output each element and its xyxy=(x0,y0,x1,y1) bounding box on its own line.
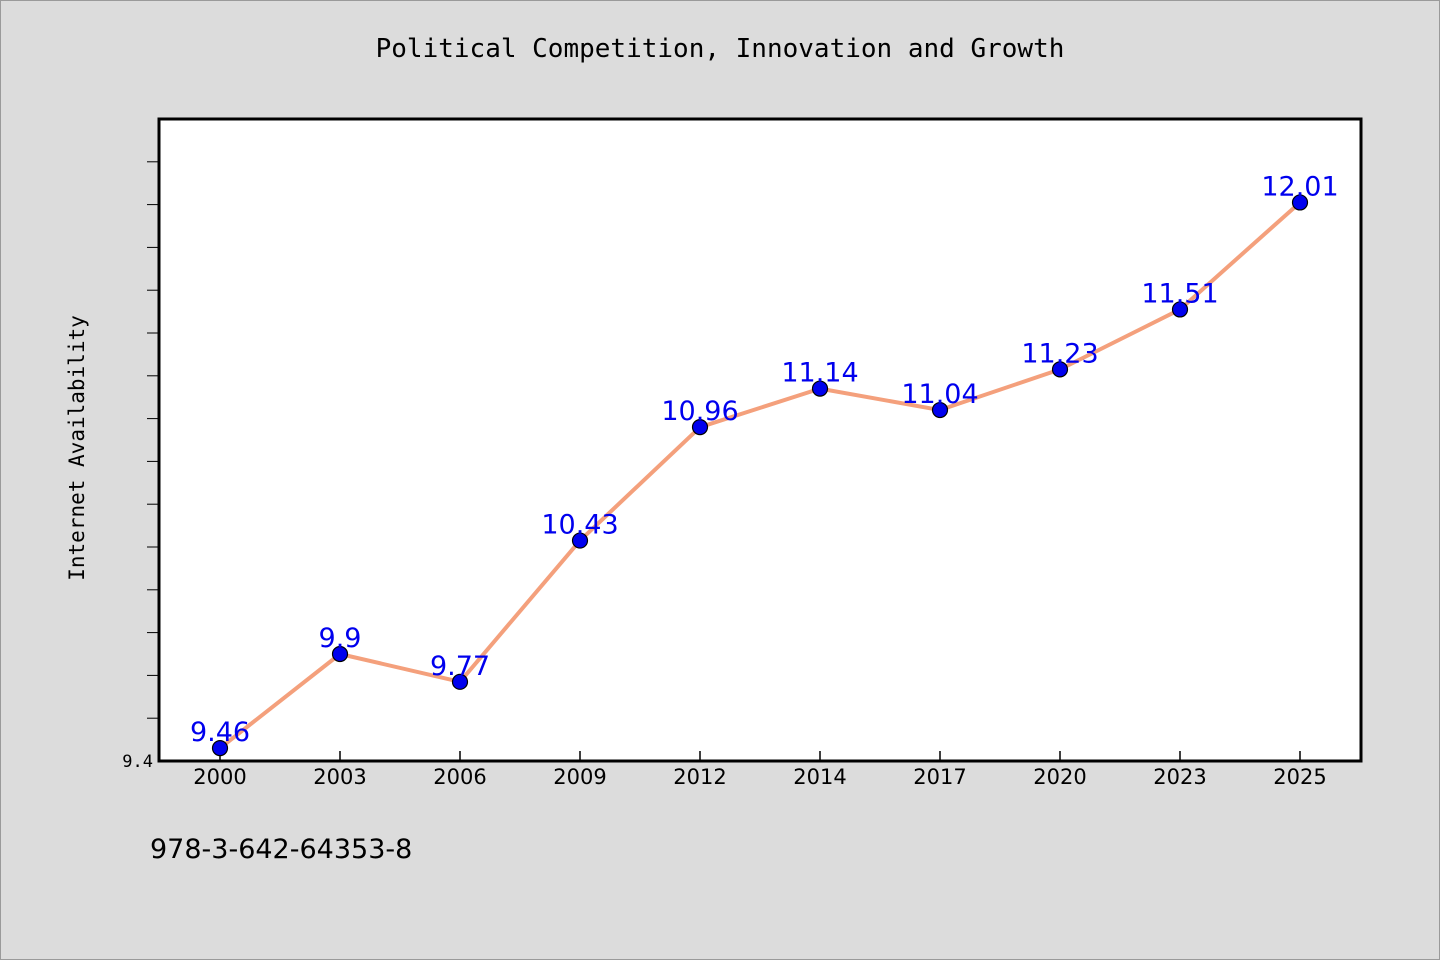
chart-title: Political Competition, Innovation and Gr… xyxy=(375,34,1065,64)
x-tick-label: 2006 xyxy=(433,765,486,789)
data-point xyxy=(451,673,469,690)
data-label: 9.9 xyxy=(319,623,362,654)
data-label: 9.77 xyxy=(430,651,490,682)
x-tick-label: 2017 xyxy=(913,765,966,789)
y-axis-ticks: 9.4 xyxy=(122,161,159,772)
x-tick-label: 2023 xyxy=(1153,765,1206,789)
x-tick-label: 2009 xyxy=(553,765,606,789)
data-point xyxy=(211,740,229,757)
y-tick-label: 9.4 xyxy=(122,752,153,772)
x-tick-label: 2025 xyxy=(1273,765,1326,789)
series-line xyxy=(218,200,1302,751)
data-label: 10.96 xyxy=(661,396,738,427)
data-label: 11.23 xyxy=(1021,338,1098,369)
data-point xyxy=(571,532,589,549)
data-point xyxy=(1171,301,1189,318)
x-tick-label: 2020 xyxy=(1033,765,1086,789)
data-point xyxy=(1051,361,1069,378)
data-point xyxy=(931,401,949,419)
data-label: 12.01 xyxy=(1261,171,1338,202)
data-label: 10.43 xyxy=(541,510,618,541)
x-tick-label: 2014 xyxy=(793,765,846,789)
data-label: 9.46 xyxy=(190,717,250,748)
data-point xyxy=(1291,194,1309,211)
plot-area xyxy=(157,117,1363,763)
series-group: 9.46 9.9 9.77 10.43 10.96 11.14 11.04 11.23 11.5… xyxy=(190,171,1339,757)
isbn-text: 978-3-642-64353-8 xyxy=(150,834,413,865)
x-axis-ticks: 2000 2003 2006 2009 2012 2014 2017 2020 2023 2025 xyxy=(193,751,1327,789)
data-label: 11.51 xyxy=(1141,278,1218,309)
data-point xyxy=(811,380,829,397)
x-tick-label: 2012 xyxy=(673,765,726,789)
data-label: 11.04 xyxy=(901,379,978,410)
data-label: 11.14 xyxy=(781,358,858,389)
data-point xyxy=(691,419,709,436)
data-point xyxy=(331,645,349,663)
x-tick-label: 2000 xyxy=(193,765,246,789)
x-tick-label: 2003 xyxy=(313,765,366,789)
